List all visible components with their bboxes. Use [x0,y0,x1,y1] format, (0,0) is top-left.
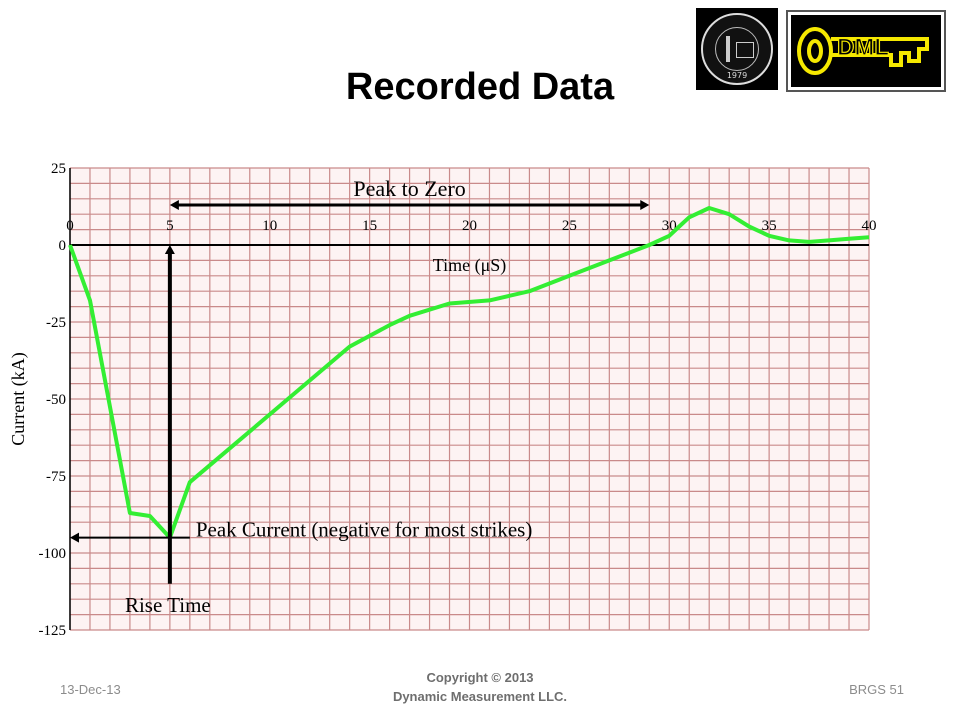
current-vs-time-chart: 0 5 10 15 20 25 30 35 40 25 0 -25 -50 -75 -100 -125 Pea… [0,158,882,642]
peak-to-zero-arrowhead-left [169,199,179,210]
seal-circle: 1979 [701,13,773,85]
geological-society-seal-logo: 1979 [696,8,778,90]
rise-time-arrowhead [164,245,175,254]
x-tick-label: 40 [862,218,877,234]
x-tick-label: 15 [362,218,377,234]
footer-date: 13-Dec-13 [60,682,121,697]
seal-emblem-icon [715,27,759,71]
seal-year: 1979 [726,71,748,80]
x-tick-label: 35 [762,218,777,234]
x-tick-label: 10 [262,218,277,234]
y-tick-label: -25 [46,315,66,331]
x-tick-label: 20 [462,218,477,234]
y-tick-label: -75 [46,469,66,485]
key-icon: DML [797,27,929,75]
dml-logo-text: DML [837,34,889,61]
dml-key-logo: DML [786,10,946,92]
x-tick-label: 25 [562,218,577,234]
footer-page-number: BRGS 51 [849,682,904,697]
y-axis-label: Current (kA) [8,352,29,445]
annotations: Peak to Zero Peak Current (negative for m… [70,176,650,617]
dml-logo-panel: DML [791,15,941,87]
slide-title: Recorded Data [345,66,615,108]
peak-to-zero-arrowhead-right [640,199,650,210]
y-tick-label: -100 [39,546,67,562]
footer-copyright: Copyright © 2013 Dynamic Measurement LLC… [0,668,960,706]
x-axis-label: Time (μS) [433,255,507,276]
y-tick-label: -125 [39,623,67,639]
rise-time-label: Rise Time [125,593,211,617]
y-tick-label: 25 [51,161,66,177]
copyright-line-2: Dynamic Measurement LLC. [392,689,568,704]
series-line [68,206,870,540]
x-tick-label: 5 [166,218,174,234]
y-tick-label: -50 [46,392,66,408]
peak-current-arrowhead [70,532,79,543]
y-tick-label: 0 [59,238,67,254]
grid-lines [69,167,870,631]
peak-to-zero-label: Peak to Zero [353,176,465,201]
peak-current-label: Peak Current (negative for most strikes) [196,518,532,542]
copyright-line-1: Copyright © 2013 [426,670,534,685]
x-tick-label: 0 [66,218,74,234]
